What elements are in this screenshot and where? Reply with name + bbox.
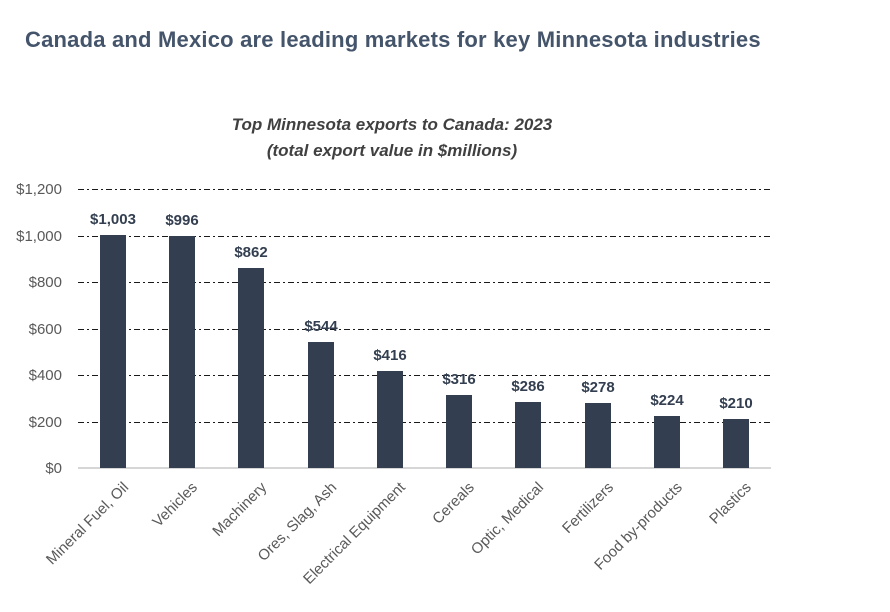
y-axis-tick-label: $400 xyxy=(28,367,62,384)
category-label-3: Machinery xyxy=(209,479,271,540)
gridline xyxy=(78,422,771,423)
category-label-1: Mineral Fuel, Oil xyxy=(42,479,133,569)
value-label-9: $224 xyxy=(650,392,684,409)
gridline xyxy=(78,189,771,190)
chart-units-line: (total export value in $millions) xyxy=(266,141,518,160)
y-axis-tick-label: $600 xyxy=(28,321,62,338)
x-axis-line xyxy=(78,467,771,469)
chart-title-line: Top Minnesota exports to Canada: 2023 xyxy=(231,115,553,134)
value-label-8: $278 xyxy=(581,379,615,396)
value-label-5: $416 xyxy=(373,347,407,364)
bar-5 xyxy=(377,371,403,468)
category-label-10: Plastics xyxy=(706,479,756,528)
gridline xyxy=(78,282,771,283)
value-label-7: $286 xyxy=(511,378,545,395)
gridline xyxy=(78,236,771,237)
bar-8 xyxy=(585,403,611,468)
value-label-10: $210 xyxy=(719,395,753,412)
value-label-1: $1,003 xyxy=(90,211,136,228)
category-label-2: Vehicles xyxy=(149,479,202,531)
gridline xyxy=(78,329,771,330)
bar-4 xyxy=(308,342,334,468)
bar-3 xyxy=(238,268,264,468)
value-label-2: $996 xyxy=(165,212,199,229)
bar-1 xyxy=(100,235,126,468)
value-label-3: $862 xyxy=(234,244,268,261)
category-label-7: Optic, Medical xyxy=(467,479,548,559)
category-label-6: Cereals xyxy=(429,479,479,528)
value-label-4: $544 xyxy=(304,318,338,335)
bar-9 xyxy=(654,416,680,468)
category-label-8: Fertilizers xyxy=(559,479,618,537)
bar-2 xyxy=(169,236,195,468)
bar-7 xyxy=(515,402,541,468)
bar-10 xyxy=(723,419,749,468)
chart-subtitle: Top Minnesota exports to Canada: 2023 (t… xyxy=(0,112,784,164)
page-title: Canada and Mexico are leading markets fo… xyxy=(25,27,761,52)
y-axis-tick-label: $0 xyxy=(45,460,62,477)
y-axis-tick-label: $1,000 xyxy=(16,228,62,245)
bar-6 xyxy=(446,395,472,468)
value-label-6: $316 xyxy=(442,371,476,388)
y-axis-tick-label: $800 xyxy=(28,274,62,291)
y-axis-tick-label: $1,200 xyxy=(16,181,62,198)
y-axis-tick-label: $200 xyxy=(28,414,62,431)
gridline xyxy=(78,375,771,376)
